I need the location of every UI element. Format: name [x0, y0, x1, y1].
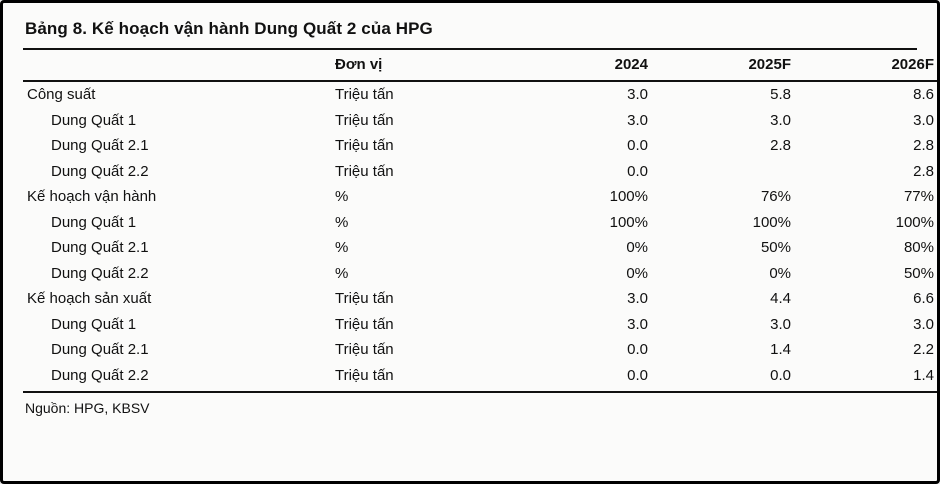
- cell-2024: 100%: [609, 188, 648, 205]
- cell-2026f: 3.0: [913, 315, 934, 333]
- header-2024: 2024: [509, 50, 652, 82]
- cell-2024: 3.0: [627, 290, 648, 307]
- row-unit: %: [335, 264, 349, 282]
- row-unit: Triệu tấn: [335, 86, 394, 103]
- cell-2026f: 80%: [903, 239, 934, 256]
- header-2026f: 2026F: [795, 50, 937, 82]
- table-row: Dung Quất 1 Triệu tấn 3.0 3.0 3.0: [23, 312, 937, 338]
- table-row: Dung Quất 2.2% 0% 0% 50%: [23, 261, 937, 287]
- cell-2025f: 100%: [752, 213, 791, 231]
- table-row: Kế hoạch sản xuất Triệu tấn 3.0 4.4 6.6: [23, 286, 937, 312]
- row-unit: %: [335, 213, 349, 231]
- row-label: Dung Quất 2.2: [51, 264, 149, 282]
- row-label: Công suất: [27, 86, 96, 103]
- row-unit: Triệu tấn: [335, 315, 394, 333]
- row-label: Dung Quất 1: [51, 111, 137, 129]
- header-unit: Đơn vị: [331, 50, 509, 82]
- cell-2024: 0.0: [509, 362, 652, 393]
- data-table: Đơn vị 2024 2025F 2026F Công suất Triệu t…: [23, 50, 937, 393]
- cell-2026f: 2.8: [913, 137, 934, 154]
- table-body: Công suất Triệu tấn 3.0 5.8 8.6 Dung Quất 1 Tr…: [23, 81, 937, 393]
- cell-2025f: 4.4: [770, 290, 791, 307]
- table-title: Bảng 8. Kế hoạch vận hành Dung Quất 2 củ…: [23, 15, 917, 50]
- cell-2025f: 2.8: [770, 137, 791, 154]
- cell-2026f: 2.8: [913, 162, 934, 180]
- row-label: Dung Quất 1: [51, 213, 137, 231]
- cell-2026f: 77%: [903, 188, 934, 205]
- cell-2024: 0%: [626, 239, 648, 256]
- row-unit: Triệu tấn: [331, 362, 509, 393]
- cell-2024: 0.0: [627, 341, 648, 358]
- table-row: Kế hoạch vận hành% 100% 76% 77%: [23, 184, 937, 210]
- cell-2025f: [652, 159, 795, 185]
- row-unit: Triệu tấn: [335, 137, 394, 154]
- row-unit: Triệu tấn: [335, 162, 394, 180]
- table-row: Dung Quất 2.1 Triệu tấn 0.0 2.8 2.8: [23, 133, 937, 159]
- row-unit: Triệu tấn: [335, 341, 394, 358]
- cell-2024: 3.0: [627, 315, 648, 333]
- header-row: Đơn vị 2024 2025F 2026F: [23, 50, 937, 82]
- table-row: Dung Quất 1% 100% 100% 100%: [23, 210, 937, 236]
- table-row: Dung Quất 2.1% 0% 50% 80%: [23, 235, 937, 261]
- cell-2026f: 100%: [895, 213, 934, 231]
- cell-2026f: 50%: [903, 264, 934, 282]
- row-label: Kế hoạch sản xuất: [27, 290, 152, 307]
- table-row: Dung Quất 1 Triệu tấn 3.0 3.0 3.0: [23, 108, 937, 134]
- row-label: Dung Quất 2.1: [51, 239, 149, 256]
- row-unit: Triệu tấn: [335, 290, 394, 307]
- cell-2024: 3.0: [627, 86, 648, 103]
- row-label: Dung Quất 2.1: [51, 341, 149, 358]
- cell-2025f: 5.8: [770, 86, 791, 103]
- cell-2026f: 3.0: [913, 111, 934, 129]
- cell-2026f: 2.2: [913, 341, 934, 358]
- source-note: Nguồn: HPG, KBSV: [25, 399, 150, 416]
- cell-2026f: 1.4: [795, 362, 937, 393]
- cell-2026f: 6.6: [913, 290, 934, 307]
- header-2025f: 2025F: [652, 50, 795, 82]
- cell-2025f: 3.0: [770, 111, 791, 129]
- cell-2024: 100%: [609, 213, 648, 231]
- cell-2025f: 0%: [769, 264, 791, 282]
- row-label: Kế hoạch vận hành: [27, 188, 157, 205]
- row-unit: Triệu tấn: [335, 111, 394, 129]
- row-label: Dung Quất 1: [51, 315, 137, 333]
- cell-2025f: 1.4: [770, 341, 791, 358]
- row-label: Dung Quất 2.1: [51, 137, 149, 154]
- cell-2024: 0.0: [627, 162, 648, 180]
- table-row: Dung Quất 2.1 Triệu tấn 0.0 1.4 2.2: [23, 337, 937, 363]
- report-content: Bảng 8. Kế hoạch vận hành Dung Quất 2 củ…: [3, 3, 937, 416]
- header-empty: [23, 50, 331, 82]
- cell-2024: 0.0: [627, 137, 648, 154]
- row-unit: %: [335, 239, 349, 256]
- cell-2025f: 0.0: [652, 362, 795, 393]
- cell-2025f: 3.0: [770, 315, 791, 333]
- cell-2025f: 50%: [760, 239, 791, 256]
- table-row: Dung Quất 2.2 Triệu tấn 0.0 2.8: [23, 159, 937, 185]
- table-header: Đơn vị 2024 2025F 2026F: [23, 50, 937, 82]
- cell-2024: 0%: [626, 264, 648, 282]
- table-row: Dung Quất 2.2 Triệu tấn 0.0 0.0 1.4: [23, 362, 937, 393]
- cell-2024: 3.0: [627, 111, 648, 129]
- row-unit: %: [335, 188, 349, 205]
- cell-2026f: 8.6: [913, 86, 934, 103]
- table-row: Công suất Triệu tấn 3.0 5.8 8.6: [23, 81, 937, 108]
- row-label: Dung Quất 2.2: [23, 362, 331, 393]
- cell-2025f: 76%: [760, 188, 791, 205]
- row-label: Dung Quất 2.2: [51, 162, 149, 180]
